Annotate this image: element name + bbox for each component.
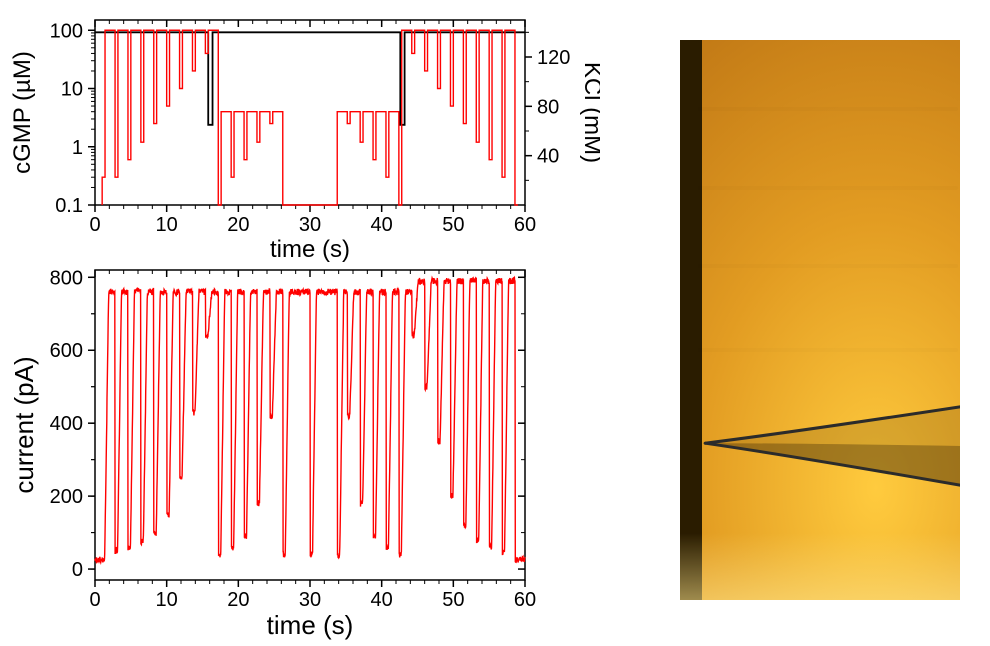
- top-yleft-label: cGMP (µM): [9, 51, 36, 174]
- bottom-xlabel: time (s): [267, 610, 354, 640]
- micrograph: [680, 40, 960, 600]
- svg-text:0: 0: [89, 214, 100, 236]
- svg-text:10: 10: [61, 79, 83, 101]
- svg-text:0: 0: [89, 589, 100, 611]
- charts-column: 0102030405060time (s)0.1110100cGMP (µM)4…: [0, 0, 600, 646]
- svg-text:20: 20: [227, 214, 249, 236]
- svg-text:50: 50: [442, 214, 464, 236]
- top-yright-label: KCl (mM): [579, 62, 600, 163]
- svg-text:60: 60: [514, 214, 536, 236]
- svg-text:200: 200: [50, 486, 83, 508]
- svg-text:20: 20: [227, 589, 249, 611]
- svg-text:50: 50: [442, 589, 464, 611]
- svg-text:0.1: 0.1: [55, 195, 83, 217]
- svg-text:30: 30: [299, 214, 321, 236]
- micrograph-bottom-glow: [680, 533, 960, 600]
- svg-text:60: 60: [514, 589, 536, 611]
- charts-svg: 0102030405060time (s)0.1110100cGMP (µM)4…: [0, 0, 600, 646]
- svg-text:40: 40: [371, 589, 393, 611]
- svg-text:10: 10: [156, 214, 178, 236]
- svg-text:1: 1: [72, 137, 83, 159]
- svg-text:30: 30: [299, 589, 321, 611]
- top-xlabel: time (s): [270, 236, 350, 263]
- page: 0102030405060time (s)0.1110100cGMP (µM)4…: [0, 0, 990, 646]
- bottom-ylabel: current (pA): [9, 356, 39, 493]
- pipette: [680, 40, 960, 600]
- svg-text:0: 0: [72, 559, 83, 581]
- svg-text:100: 100: [50, 20, 83, 42]
- svg-text:600: 600: [50, 340, 83, 362]
- svg-text:800: 800: [50, 267, 83, 289]
- svg-text:400: 400: [50, 413, 83, 435]
- svg-text:80: 80: [537, 96, 559, 118]
- svg-text:40: 40: [371, 214, 393, 236]
- svg-text:10: 10: [156, 589, 178, 611]
- svg-text:40: 40: [537, 146, 559, 168]
- svg-text:120: 120: [537, 47, 570, 69]
